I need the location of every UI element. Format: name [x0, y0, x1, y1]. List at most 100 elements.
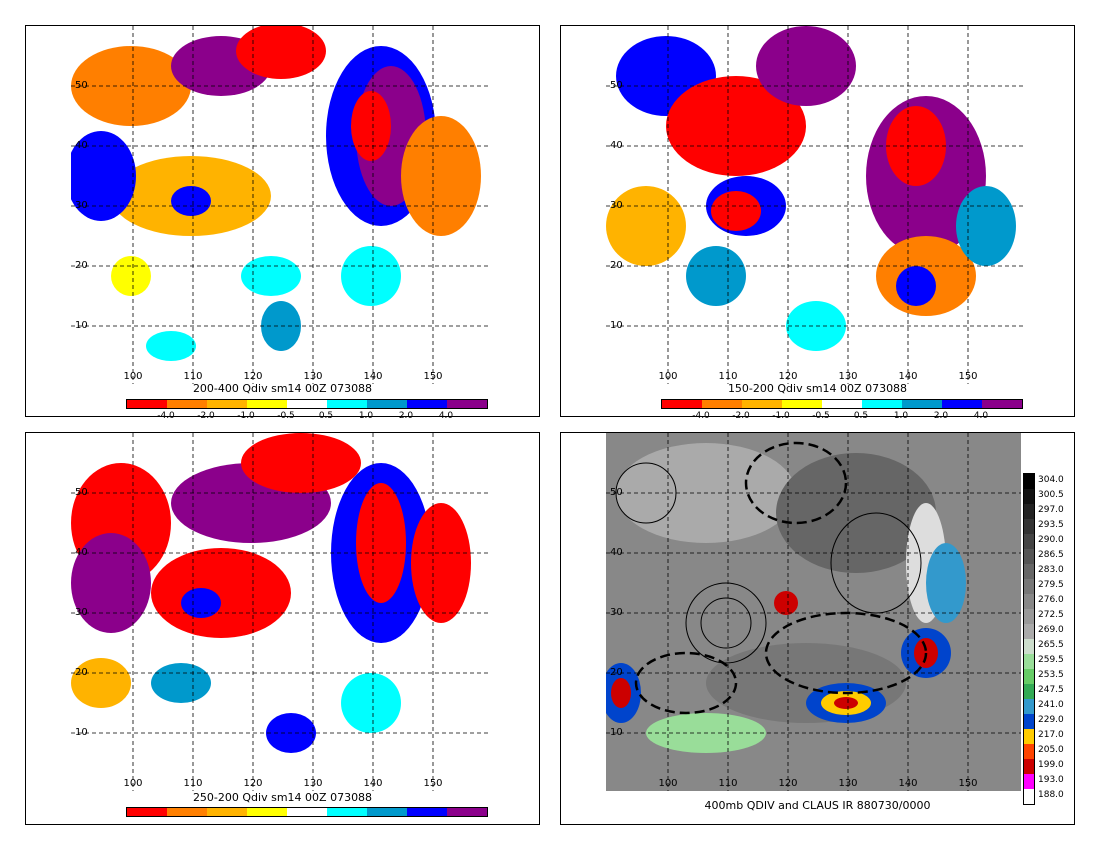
ir-colorbar-swatch — [1024, 549, 1034, 564]
ir-colorbar-swatch — [1024, 504, 1034, 519]
lon-tick-label: 130 — [303, 778, 323, 789]
lon-tick-label: 100 — [123, 371, 143, 382]
ir-colorbar-swatch — [1024, 519, 1034, 534]
ir-colorbar-label: 259.5 — [1038, 655, 1064, 665]
ir-colorbar-label: 217.0 — [1038, 730, 1064, 740]
lon-tick-label: 150 — [958, 778, 978, 789]
lat-tick-label: 40 — [75, 547, 88, 558]
lon-tick-label: 130 — [838, 778, 858, 789]
lon-tick-label: 130 — [838, 371, 858, 382]
lon-tick-label: 110 — [718, 778, 738, 789]
lat-tick-label: 40 — [610, 140, 623, 151]
lon-tick-label: 150 — [423, 371, 443, 382]
ir-colorbar-label: 297.0 — [1038, 505, 1064, 515]
lat-tick-label: 50 — [610, 80, 623, 91]
ir-map: 50 40 30 20 10 100 110 120 130 140 150 — [606, 433, 1021, 791]
lon-tick-label: 120 — [243, 778, 263, 789]
lon-tick-label: 140 — [363, 371, 383, 382]
lat-tick-label: 50 — [75, 487, 88, 498]
qdiv-field — [606, 26, 1026, 384]
ir-colorbar-label: 265.5 — [1038, 640, 1064, 650]
lon-tick-label: 150 — [423, 778, 443, 789]
lon-tick-label: 140 — [898, 371, 918, 382]
ir-colorbar-label: 247.5 — [1038, 685, 1064, 695]
ir-colorbar-label: 205.0 — [1038, 745, 1064, 755]
ir-colorbar-swatch — [1024, 654, 1034, 669]
ir-colorbar-swatch — [1024, 639, 1034, 654]
ir-colorbar-swatch — [1024, 699, 1034, 714]
ir-colorbar-label: 241.0 — [1038, 700, 1064, 710]
lon-tick-label: 150 — [958, 371, 978, 382]
ir-colorbar-swatch — [1024, 714, 1034, 729]
lat-tick-label: 20 — [75, 260, 88, 271]
panel-caption: 400mb QDIV and CLAUS IR 880730/0000 — [704, 799, 931, 812]
lon-tick-label: 120 — [243, 371, 263, 382]
ir-colorbar-swatch — [1024, 594, 1034, 609]
lat-tick-label: 10 — [610, 727, 623, 738]
lat-tick-label: 50 — [610, 487, 623, 498]
qdiv-field — [71, 26, 491, 384]
qdiv-colorbar — [126, 807, 488, 817]
lon-tick-label: 140 — [363, 778, 383, 789]
ir-colorbar-swatch — [1024, 684, 1034, 699]
ir-colorbar-label: 283.0 — [1038, 565, 1064, 575]
ir-colorbar-label: 304.0 — [1038, 475, 1064, 485]
ir-colorbar-swatch — [1024, 759, 1034, 774]
lat-tick-label: 40 — [610, 547, 623, 558]
ir-colorbar-label: 293.5 — [1038, 520, 1064, 530]
ir-colorbar-label: 188.0 — [1038, 790, 1064, 800]
lon-tick-label: 120 — [778, 778, 798, 789]
lon-tick-label: 140 — [898, 778, 918, 789]
lat-tick-label: 30 — [610, 200, 623, 211]
lat-tick-label: 30 — [75, 200, 88, 211]
lon-tick-label: 110 — [183, 371, 203, 382]
panel-400mb-qdiv-claus-ir: 50 40 30 20 10 100 110 120 130 140 150 400mb QDIV … — [560, 432, 1075, 825]
ir-colorbar-label: 272.5 — [1038, 610, 1064, 620]
ir-colorbar-label: 193.0 — [1038, 775, 1064, 785]
qdiv-field — [71, 433, 491, 791]
lon-tick-label: 130 — [303, 371, 323, 382]
qdiv-colorbar-labels: -4.0 -2.0 -1.0 -0.5 0.5 1.0 2.0 4.0 — [692, 411, 989, 421]
panel-caption: 250-200 Qdiv sm14 00Z 073088 — [192, 791, 373, 804]
qdiv-map: 50 40 30 20 10 100 110 120 130 140 150 — [71, 433, 491, 791]
lon-tick-label: 100 — [658, 371, 678, 382]
lat-tick-label: 30 — [610, 607, 623, 618]
qdiv-map: 50 40 30 20 10 100 110 120 130 140 150 — [71, 26, 491, 384]
ir-colorbar-swatch — [1024, 669, 1034, 684]
qdiv-colorbar — [126, 399, 488, 409]
ir-colorbar-swatch — [1024, 564, 1034, 579]
panel-200-400-qdiv: 50 40 30 20 10 100 110 120 130 140 150 200-400 Qdi… — [25, 25, 540, 421]
qdiv-colorbar-labels: -4.0 -2.0 -1.0 -0.5 0.5 1.0 2.0 4.0 — [157, 411, 454, 421]
qdiv-map: 50 40 30 20 10 100 110 120 130 140 150 — [606, 26, 1026, 384]
ir-field — [606, 433, 1021, 791]
lon-tick-label: 100 — [658, 778, 678, 789]
ir-colorbar-swatch — [1024, 744, 1034, 759]
lat-tick-label: 30 — [75, 607, 88, 618]
lat-tick-label: 20 — [610, 260, 623, 271]
ir-colorbar-swatch — [1024, 774, 1034, 789]
lon-tick-label: 110 — [183, 778, 203, 789]
lat-tick-label: 10 — [610, 320, 623, 331]
ir-colorbar-swatch — [1024, 474, 1034, 489]
ir-colorbar-label: 269.0 — [1038, 625, 1064, 635]
lat-tick-label: 10 — [75, 727, 88, 738]
ir-colorbar-swatch — [1024, 609, 1034, 624]
ir-colorbar — [1023, 473, 1035, 805]
panel-caption: 150-200 Qdiv sm14 00Z 073088 — [727, 382, 908, 395]
ir-colorbar-label: 199.0 — [1038, 760, 1064, 770]
ir-colorbar-swatch — [1024, 579, 1034, 594]
ir-colorbar-labels: 304.0 300.5 297.0 293.5 290.0 286.5 283.0 279.5… — [1038, 473, 1064, 803]
lon-tick-label: 110 — [718, 371, 738, 382]
ir-colorbar-label: 229.0 — [1038, 715, 1064, 725]
lat-tick-label: 20 — [75, 667, 88, 678]
lat-tick-label: 20 — [610, 667, 623, 678]
lat-tick-label: 40 — [75, 140, 88, 151]
ir-colorbar-label: 276.0 — [1038, 595, 1064, 605]
ir-colorbar-label: 253.5 — [1038, 670, 1064, 680]
ir-colorbar-swatch — [1024, 534, 1034, 549]
ir-colorbar-swatch — [1024, 729, 1034, 744]
ir-colorbar-label: 290.0 — [1038, 535, 1064, 545]
panel-150-200-qdiv: 50 40 30 20 10 100 110 120 130 140 150 150-200 Qdi… — [560, 25, 1075, 421]
panel-caption: 200-400 Qdiv sm14 00Z 073088 — [192, 382, 373, 395]
lon-tick-label: 100 — [123, 778, 143, 789]
